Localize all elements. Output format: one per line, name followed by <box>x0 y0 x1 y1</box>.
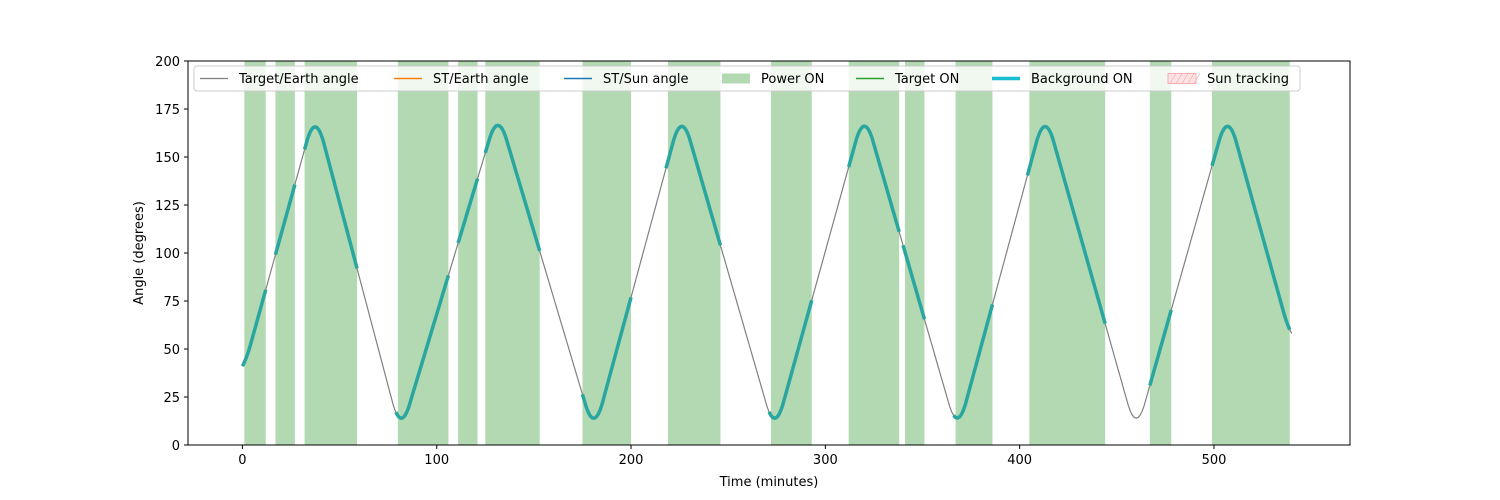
background-on-segment <box>1210 124 1292 331</box>
legend-label: ST/Sun angle <box>603 72 689 87</box>
y-tick-label: 25 <box>163 391 180 406</box>
background-on-segment <box>767 299 814 421</box>
power-on-band <box>848 61 900 445</box>
background-on-segment <box>952 304 995 420</box>
power-on-band <box>1212 61 1290 445</box>
legend-label: Target/Earth angle <box>238 72 359 87</box>
legend-hatch-line <box>1181 73 1189 84</box>
y-tick-label: 100 <box>155 247 180 262</box>
power-on-band <box>770 61 812 445</box>
y-tick-label: 50 <box>163 343 180 358</box>
x-tick-label: 300 <box>813 453 838 468</box>
x-axis-ticks: 0 100 200 300 400 500 <box>238 445 1226 468</box>
power-on-band <box>955 61 993 445</box>
power-on-band <box>397 61 449 445</box>
power-on-band <box>905 61 925 445</box>
legend-hatch-line <box>1169 73 1177 84</box>
y-axis-title: Angle (degrees) <box>132 201 147 305</box>
legend-label: Background ON <box>1031 72 1133 87</box>
background-on-segment <box>394 274 451 421</box>
background-on-segment <box>456 178 480 244</box>
legend: Target/Earth angle ST/Earth angle ST/Sun a… <box>193 65 1301 92</box>
legend-label: ST/Earth angle <box>433 72 529 87</box>
power-on-band <box>458 61 478 445</box>
power-on-band <box>485 61 540 445</box>
y-tick-label: 0 <box>172 439 180 454</box>
background-on-segment <box>1148 309 1173 386</box>
power-on-band <box>244 61 266 445</box>
y-tick-label: 200 <box>155 55 180 70</box>
legend-label: Sun tracking <box>1207 72 1289 87</box>
power-on-bands <box>244 61 1290 445</box>
background-on-segment <box>580 296 633 421</box>
power-on-band <box>667 61 721 445</box>
legend-swatch <box>1167 73 1197 84</box>
legend-hatch-line <box>1193 73 1201 84</box>
background-on-segment <box>273 184 297 256</box>
legend-hatch-line <box>1175 73 1183 84</box>
y-axis-ticks: 0 25 50 75 100 125 150 175 200 <box>155 55 188 454</box>
x-tick-label: 0 <box>238 453 246 468</box>
y-tick-label: 150 <box>155 151 180 166</box>
background-on-segment <box>240 289 268 367</box>
background-on-segment <box>483 123 542 252</box>
x-tick-label: 100 <box>424 453 449 468</box>
x-axis-title: Time (minutes) <box>719 475 819 490</box>
legend-hatch-line <box>1187 73 1195 84</box>
background-on-segment <box>901 244 927 320</box>
legend-label: Target ON <box>894 72 959 87</box>
y-tick-label: 125 <box>155 199 180 214</box>
background-on-series <box>240 123 1292 421</box>
legend-swatch <box>722 73 750 84</box>
x-tick-label: 200 <box>619 453 644 468</box>
legend-label: Power ON <box>761 72 824 87</box>
background-on-segment <box>846 124 901 233</box>
x-tick-label: 400 <box>1007 453 1032 468</box>
y-tick-label: 175 <box>155 103 180 118</box>
plot-frame <box>187 60 1351 446</box>
background-on-segment <box>1025 124 1107 325</box>
power-on-band <box>304 61 358 445</box>
y-tick-label: 75 <box>163 295 180 310</box>
x-tick-label: 500 <box>1202 453 1227 468</box>
power-on-band <box>1029 61 1106 445</box>
power-on-band <box>275 61 295 445</box>
background-on-segment <box>302 124 359 269</box>
background-on-segment <box>664 124 723 246</box>
power-on-band <box>1149 61 1172 445</box>
